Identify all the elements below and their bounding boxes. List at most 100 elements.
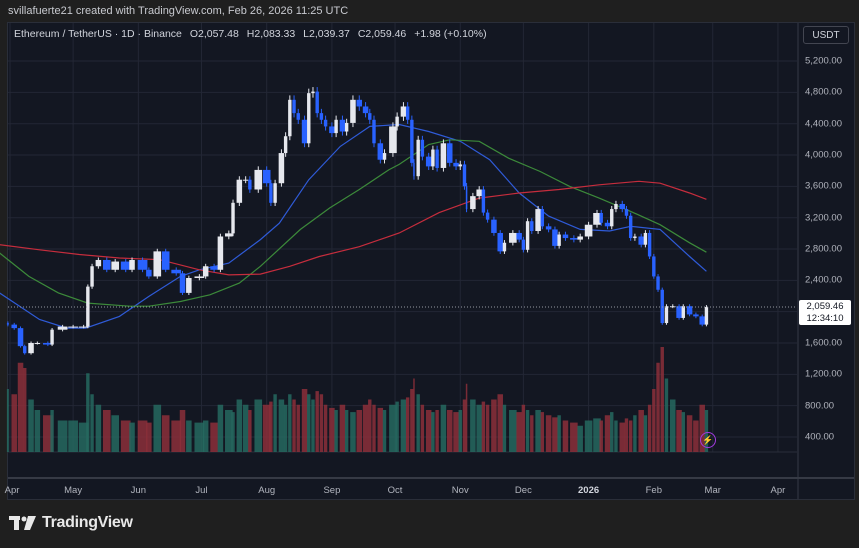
volume-bar <box>413 378 415 452</box>
volume-bar <box>6 389 9 452</box>
volume-bar <box>95 404 102 452</box>
candle-body <box>570 238 578 240</box>
volume-bar <box>540 412 545 452</box>
chart-credit: svillafuerte21 created with TradingView.… <box>8 5 349 17</box>
candle-body <box>78 326 89 328</box>
symbol-name[interactable]: Ethereum / TetherUS · 1D · Binance <box>14 28 182 40</box>
candle-body <box>129 259 135 270</box>
price-tick-label: 3,600.00 <box>805 180 842 192</box>
volume-bar <box>545 415 552 452</box>
volume-bar <box>254 399 263 452</box>
candle-body <box>283 136 288 154</box>
candle-body <box>319 113 324 120</box>
volume-bar <box>292 399 296 452</box>
candle-body <box>231 202 235 234</box>
candle-body <box>17 328 24 347</box>
volume-bar <box>350 412 356 452</box>
candle-body <box>485 212 490 220</box>
candle-body <box>242 179 249 181</box>
volume-bar <box>301 389 308 452</box>
candle-body <box>643 232 648 245</box>
candle-body <box>670 306 676 308</box>
candle-body <box>577 236 583 240</box>
candle-body <box>210 266 218 270</box>
candle-body <box>329 126 335 134</box>
candle-body <box>656 276 660 290</box>
candle-body <box>262 169 271 184</box>
price-tick-label: 4,800.00 <box>805 86 842 98</box>
candle-body <box>465 186 468 210</box>
candle-body <box>614 203 618 210</box>
volume-bar <box>339 404 346 452</box>
currency-button[interactable]: USDT <box>803 26 849 44</box>
candle-body <box>619 203 626 210</box>
volume-bar <box>78 422 89 452</box>
candle-body <box>525 221 530 250</box>
tradingview-logo-icon <box>9 516 36 530</box>
candle-body <box>413 162 415 177</box>
candle-body <box>202 266 209 277</box>
price-tick-label: 4,400.00 <box>805 118 842 130</box>
volume-bar <box>120 420 131 452</box>
candle-body <box>535 209 541 232</box>
volume-bar <box>628 420 633 452</box>
price-tick-label: 5,200.00 <box>805 55 842 67</box>
volume-bar <box>530 415 534 452</box>
time-tick-label: Oct <box>387 485 403 496</box>
candle-body <box>28 343 34 354</box>
volume-bar <box>704 410 709 452</box>
volume-bar <box>356 410 363 452</box>
symbol-legend: Ethereum / TetherUS · 1D · Binance O2,05… <box>14 28 492 40</box>
candle-body <box>372 119 376 144</box>
volume-bar <box>315 391 319 452</box>
candle-body <box>334 119 338 134</box>
volume-bar <box>440 404 447 452</box>
volume-bar <box>584 420 593 452</box>
candle-body <box>120 261 131 270</box>
candle-body <box>420 139 425 157</box>
volume-bar <box>516 412 522 452</box>
candle-body <box>339 119 346 132</box>
volume-bar <box>405 397 410 452</box>
volume-bar <box>431 412 435 452</box>
candle-body <box>86 286 90 327</box>
volume-bar <box>681 412 685 452</box>
volume-bar <box>137 420 148 452</box>
candle-body <box>395 116 399 127</box>
tradingview-logo[interactable]: TradingView <box>9 514 133 532</box>
volume-bar <box>619 422 626 452</box>
volume-bar <box>50 410 54 452</box>
candle-body <box>681 306 685 318</box>
candle-body <box>307 93 311 144</box>
candle-body <box>356 99 363 107</box>
volume-bar <box>676 410 682 452</box>
volume-bar <box>509 410 517 452</box>
volume-bar <box>194 422 205 452</box>
volume-bar <box>68 420 78 452</box>
candle-body <box>599 212 603 223</box>
candle-body <box>323 119 328 127</box>
lightning-icon[interactable]: ⚡ <box>700 432 716 448</box>
last-price-value: 2,059.46 <box>806 301 844 312</box>
bar-countdown: 12:34:10 <box>806 313 844 324</box>
candle-body <box>161 251 170 270</box>
volume-bar <box>485 404 490 452</box>
candle-body <box>530 221 534 232</box>
volume-bar <box>599 420 603 452</box>
candle-body <box>686 306 693 315</box>
volume-bar <box>491 399 497 452</box>
time-tick-label: Jul <box>195 485 208 496</box>
candle-body <box>604 222 611 227</box>
volume-bar <box>217 404 224 452</box>
volume-bar <box>362 404 369 452</box>
candle-body <box>315 91 319 114</box>
volume-bar <box>647 404 652 452</box>
volume-bar <box>470 399 476 452</box>
candle-body <box>664 306 669 324</box>
volume-bar <box>604 415 611 452</box>
volume-bar <box>465 383 468 452</box>
candle-body <box>557 234 561 246</box>
volume-bar <box>11 394 17 452</box>
volume-bar <box>562 420 569 452</box>
